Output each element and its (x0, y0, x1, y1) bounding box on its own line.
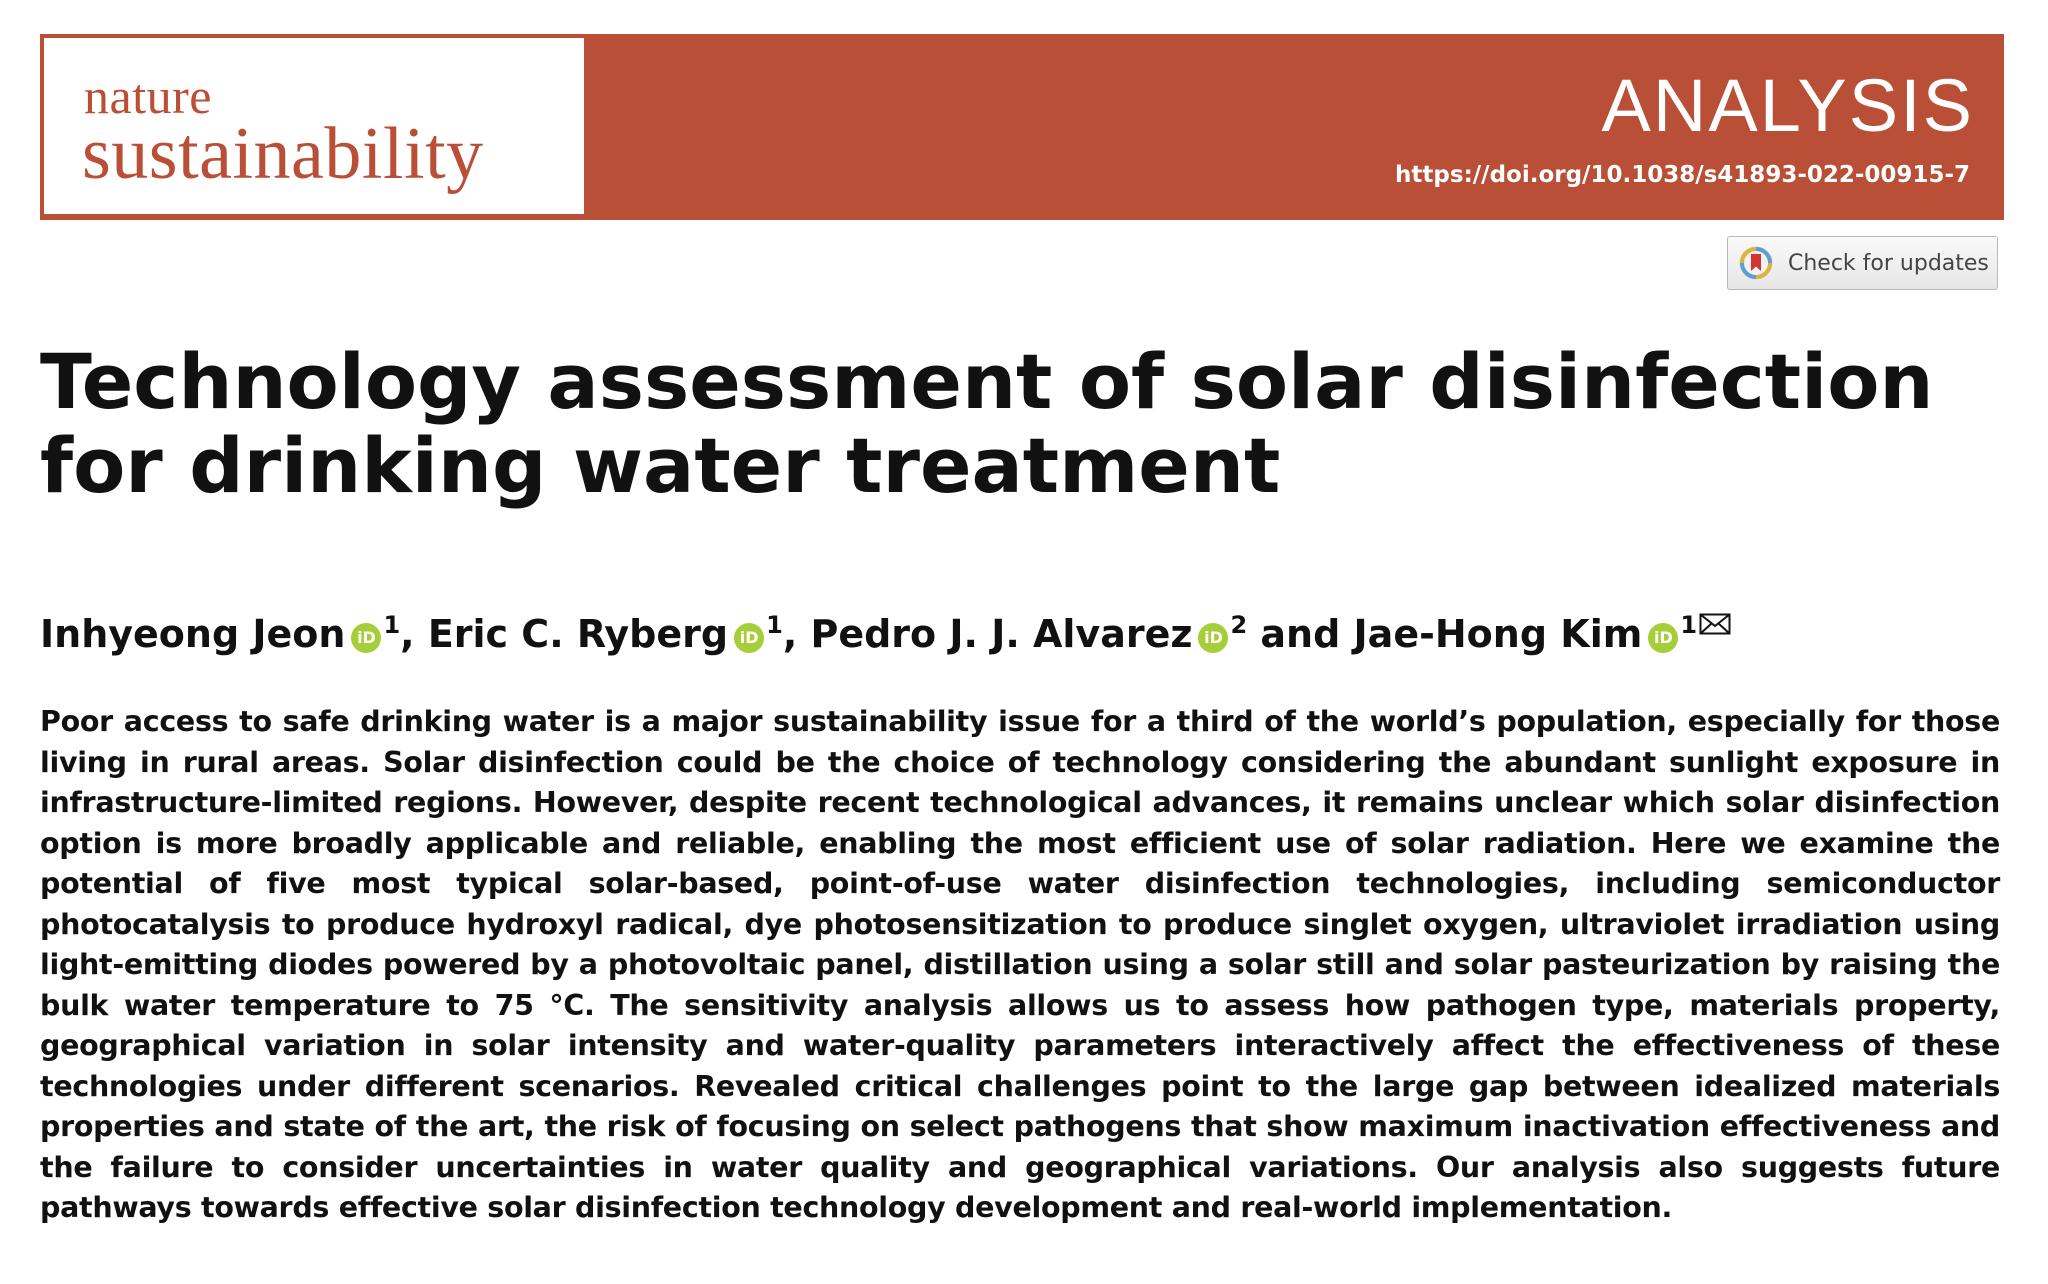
abstract: Poor access to safe drinking water is a … (40, 705, 2000, 1224)
author-separator: and (1247, 612, 1354, 656)
article-type: ANALYSIS (1601, 64, 1974, 147)
journal-banner: nature sustainability ANALYSIS https://d… (40, 34, 2004, 220)
orcid-icon[interactable]: iD (1198, 623, 1229, 653)
orcid-icon[interactable]: iD (734, 623, 765, 653)
article-title: Technology assessment of solar disinfect… (40, 337, 1934, 510)
affiliation-number: 1 (766, 611, 783, 639)
affiliation-number: 1 (1680, 611, 1698, 639)
orcid-icon[interactable]: iD (351, 623, 382, 653)
author-name[interactable]: Inhyeong Jeon (40, 612, 346, 656)
journal-name-line1: nature (84, 68, 212, 124)
author-list: Inhyeong Jeon iD 1, Eric C. Ryberg iD 1, Ped… (40, 600, 2000, 659)
author-separator: , (782, 612, 811, 656)
check-for-updates-button[interactable]: Check for updates (1727, 236, 1998, 290)
orcid-icon[interactable]: iD (1648, 623, 1679, 653)
author-name[interactable]: Jae-Hong Kim (1353, 612, 1643, 656)
journal-logo[interactable]: nature sustainability (44, 38, 584, 214)
check-for-updates-icon (1739, 246, 1773, 280)
affiliation-number: 1 (383, 611, 401, 639)
email-icon[interactable] (1699, 613, 1731, 635)
author-separator: , (400, 612, 428, 656)
journal-name-line2: sustainability (82, 113, 484, 195)
author-name[interactable]: Pedro J. J. Alvarez (810, 612, 1193, 656)
check-for-updates-label: Check for updates (1788, 250, 1989, 276)
doi-link[interactable]: https://doi.org/10.1038/s41893-022-00915… (1395, 162, 1970, 188)
author-name[interactable]: Eric C. Ryberg (427, 612, 729, 656)
affiliation-number: 2 (1230, 611, 1248, 639)
